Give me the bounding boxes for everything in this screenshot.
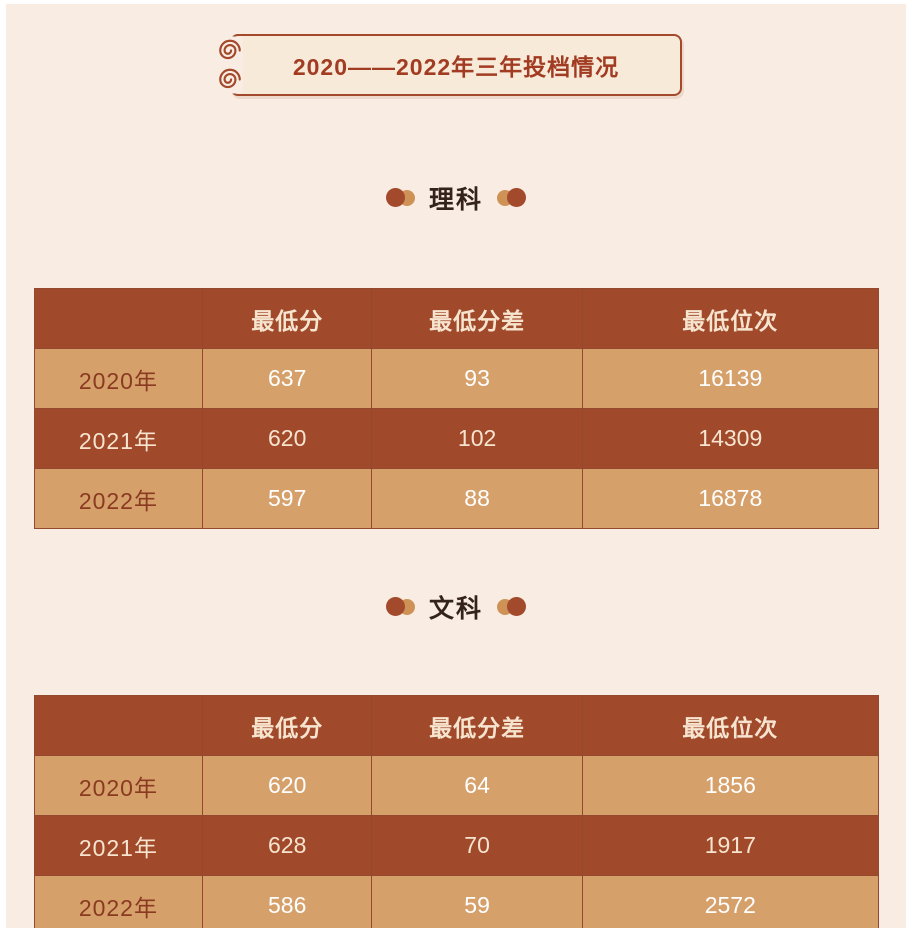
value-cell: 1917 bbox=[582, 815, 879, 876]
value-cell: 88 bbox=[371, 468, 584, 529]
dark-dot-icon bbox=[507, 597, 526, 616]
value-cell: 628 bbox=[202, 815, 373, 876]
section-title-liberal-arts: 文科 bbox=[428, 595, 483, 623]
section-title-science: 理科 bbox=[428, 186, 483, 214]
value-cell: 64 bbox=[371, 755, 584, 816]
dot-marker-icon bbox=[495, 188, 526, 208]
dot-marker-icon bbox=[495, 597, 526, 617]
year-cell: 2021年 bbox=[33, 815, 204, 876]
dark-dot-icon bbox=[507, 188, 526, 207]
title-banner: 2020——2022年三年投档情况 bbox=[217, 34, 682, 96]
header-cell-min-score-diff: 最低分差 bbox=[371, 288, 584, 349]
scroll-icon bbox=[217, 36, 243, 94]
value-cell: 1856 bbox=[582, 755, 879, 816]
section-header-science: 理科 bbox=[6, 180, 906, 216]
year-cell: 2022年 bbox=[33, 468, 204, 529]
value-cell: 2572 bbox=[582, 875, 879, 928]
value-cell: 14309 bbox=[582, 408, 879, 469]
table-row: 2021年 620 102 14309 bbox=[33, 408, 879, 469]
dark-dot-icon bbox=[385, 188, 405, 207]
scroll-curl-icon bbox=[219, 39, 241, 60]
header-cell-empty bbox=[33, 695, 204, 756]
table-row: 2022年 586 59 2572 bbox=[33, 875, 879, 928]
header-cell-min-rank: 最低位次 bbox=[582, 288, 879, 349]
header-cell-min-rank: 最低位次 bbox=[582, 695, 879, 756]
table-header-row: 最低分 最低分差 最低位次 bbox=[33, 288, 879, 349]
scroll-curl-icon bbox=[219, 68, 241, 89]
table-row: 2020年 637 93 16139 bbox=[33, 348, 879, 409]
dark-dot-icon bbox=[385, 597, 405, 616]
table-row: 2022年 597 88 16878 bbox=[33, 468, 879, 529]
value-cell: 93 bbox=[371, 348, 584, 409]
year-cell: 2020年 bbox=[33, 755, 204, 816]
value-cell: 620 bbox=[202, 755, 373, 816]
header-cell-min-score: 最低分 bbox=[202, 695, 373, 756]
table-header-row: 最低分 最低分差 最低位次 bbox=[33, 695, 879, 756]
table-row: 2021年 628 70 1917 bbox=[33, 815, 879, 876]
value-cell: 59 bbox=[371, 875, 584, 928]
value-cell: 102 bbox=[371, 408, 584, 469]
value-cell: 16878 bbox=[582, 468, 879, 529]
value-cell: 16139 bbox=[582, 348, 879, 409]
header-cell-empty bbox=[33, 288, 204, 349]
table-row: 2020年 620 64 1856 bbox=[33, 755, 879, 816]
page-title: 2020——2022年三年投档情况 bbox=[292, 54, 620, 80]
year-cell: 2020年 bbox=[33, 348, 204, 409]
science-table: 最低分 最低分差 最低位次 2020年 637 93 16139 2021年 6… bbox=[33, 288, 879, 529]
value-cell: 70 bbox=[371, 815, 584, 876]
year-cell: 2022年 bbox=[33, 875, 204, 928]
year-cell: 2021年 bbox=[33, 408, 204, 469]
liberal-arts-table: 最低分 最低分差 最低位次 2020年 620 64 1856 2021年 62… bbox=[33, 695, 879, 928]
header-cell-min-score: 最低分 bbox=[202, 288, 373, 349]
header-cell-min-score-diff: 最低分差 bbox=[371, 695, 584, 756]
dot-marker-icon bbox=[385, 597, 417, 617]
value-cell: 637 bbox=[202, 348, 373, 409]
value-cell: 620 bbox=[202, 408, 373, 469]
dot-marker-icon bbox=[385, 188, 417, 208]
section-header-liberal-arts: 文科 bbox=[6, 589, 906, 625]
value-cell: 586 bbox=[202, 875, 373, 928]
value-cell: 597 bbox=[202, 468, 373, 529]
